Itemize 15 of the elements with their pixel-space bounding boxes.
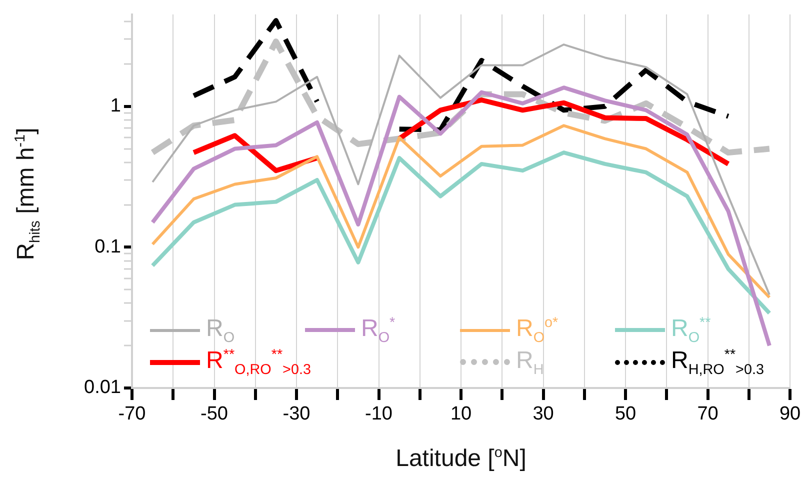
x-axis-title: Latitude [$^{o}$N] — [394, 445, 528, 473]
legend-label: R$_{H}$ — [516, 346, 544, 378]
y-tick-label: 0.1 — [94, 236, 121, 258]
x-tick-label: -50 — [200, 404, 228, 425]
y-tick-label: 1 — [110, 96, 121, 117]
x-tick-label: -10 — [365, 404, 392, 425]
x-tick-label: 30 — [532, 404, 554, 425]
x-tick-label: 90 — [779, 404, 801, 425]
x-tick-label: -30 — [282, 404, 310, 425]
y-tick-label: 0.01 — [84, 377, 121, 398]
x-tick-label: -70 — [118, 404, 146, 425]
x-tick-label: 70 — [697, 404, 718, 425]
x-tick-label: 10 — [450, 404, 472, 425]
legend-label: R$_{O}$ — [206, 314, 235, 346]
x-tick-label: 50 — [614, 404, 636, 425]
